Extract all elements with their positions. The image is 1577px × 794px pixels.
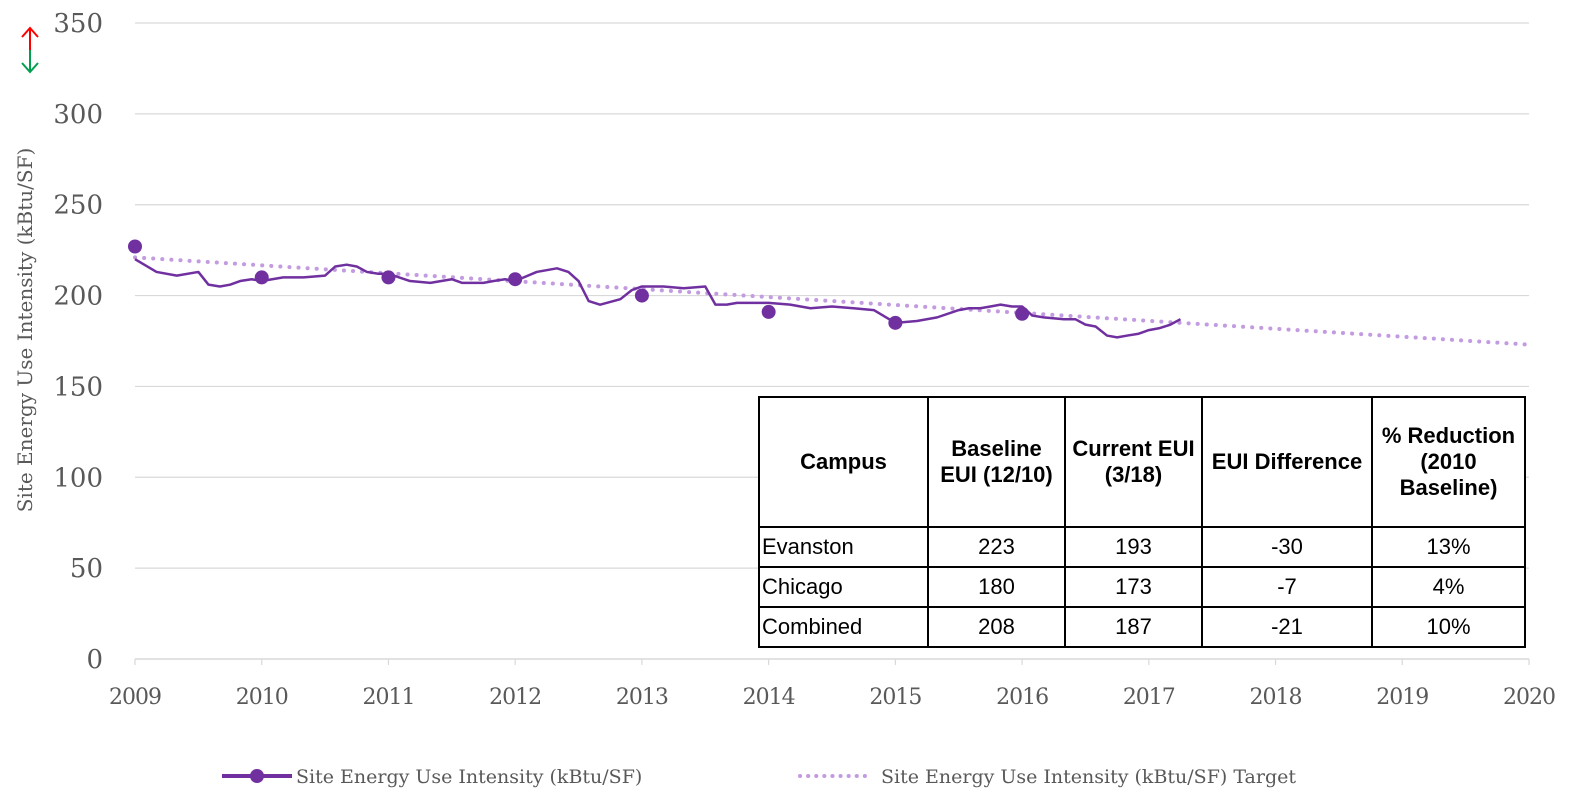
table-cell: Combined xyxy=(758,606,929,648)
gridlines xyxy=(135,22,1529,569)
x-tick-label: 2014 xyxy=(743,685,795,710)
table-cell: 4% xyxy=(1371,566,1526,608)
table-cell: Evanston xyxy=(758,526,929,568)
header-current-eui: Current EUI (3/18) xyxy=(1064,396,1203,528)
actual-line xyxy=(134,258,1182,339)
annual-marker xyxy=(634,288,649,303)
actual-series xyxy=(134,258,1182,339)
legend-item-target: Site Energy Use Intensity (kBtu/SF) Targ… xyxy=(798,766,1296,788)
table-cell: Chicago xyxy=(758,566,929,608)
up-down-arrow-icon xyxy=(21,26,39,74)
x-tick-label: 2013 xyxy=(616,685,668,710)
legend-label-actual: Site Energy Use Intensity (kBtu/SF) xyxy=(296,766,642,788)
annual-marker xyxy=(888,315,903,330)
table-row: Evanston 223 193 -30 13% xyxy=(758,526,1526,568)
table-cell: 10% xyxy=(1371,606,1526,648)
x-tick-label: 2010 xyxy=(236,685,288,710)
annual-marker xyxy=(1015,306,1030,321)
annual-marker xyxy=(128,239,142,254)
x-tick-label: 2015 xyxy=(869,685,921,710)
x-tick-label: 2009 xyxy=(109,685,161,710)
x-axis-ticks: 2009 2010 2011 2012 2013 2014 2015 2016 2017 2018… xyxy=(109,659,1556,710)
header-percent-reduction: % Reduction (2010 Baseline) xyxy=(1371,396,1526,528)
x-tick-label: 2012 xyxy=(489,685,541,710)
annual-marker xyxy=(381,270,396,285)
y-tick-label: 350 xyxy=(53,9,103,39)
x-tick-label: 2018 xyxy=(1250,685,1302,710)
table-cell: 223 xyxy=(927,526,1066,568)
y-tick-label: 0 xyxy=(86,645,103,675)
y-axis-title: Site Energy Use Intensity (kBtu/SF) xyxy=(13,148,37,513)
annual-marker xyxy=(254,270,269,285)
target-series xyxy=(133,255,1531,347)
legend-actual-marker-icon xyxy=(250,769,264,783)
table-cell: 187 xyxy=(1064,606,1203,648)
table-row: Chicago 180 173 -7 4% xyxy=(758,566,1526,608)
annual-marker xyxy=(508,272,523,287)
table-header-row: Campus Baseline EUI (12/10) Current EUI … xyxy=(758,396,1526,528)
x-tick-label: 2019 xyxy=(1376,685,1428,710)
y-tick-label: 150 xyxy=(53,372,103,402)
eui-summary-table: Campus Baseline EUI (12/10) Current EUI … xyxy=(758,396,1526,648)
annual-markers xyxy=(128,239,1030,330)
table-cell: 13% xyxy=(1371,526,1526,568)
table-row: Combined 208 187 -21 10% xyxy=(758,606,1526,648)
target-line xyxy=(133,255,1531,347)
header-baseline-eui: Baseline EUI (12/10) xyxy=(927,396,1066,528)
legend-item-actual: Site Energy Use Intensity (kBtu/SF) xyxy=(222,766,642,788)
table-cell: -30 xyxy=(1201,526,1373,568)
table-cell: 193 xyxy=(1064,526,1203,568)
y-tick-label: 200 xyxy=(53,282,103,312)
x-tick-label: 2011 xyxy=(362,685,414,710)
y-tick-label: 300 xyxy=(53,100,103,130)
annual-marker xyxy=(761,304,776,319)
y-axis-ticks: 0 50 100 150 200 250 300 350 xyxy=(53,9,103,675)
y-tick-label: 50 xyxy=(70,554,103,584)
table-cell: 173 xyxy=(1064,566,1203,608)
legend: Site Energy Use Intensity (kBtu/SF) Site… xyxy=(222,766,1296,788)
y-tick-label: 250 xyxy=(53,191,103,221)
x-tick-label: 2017 xyxy=(1123,685,1175,710)
table-cell: -7 xyxy=(1201,566,1373,608)
table-cell: 180 xyxy=(927,566,1066,608)
x-tick-label: 2020 xyxy=(1503,685,1555,710)
x-tick-label: 2016 xyxy=(996,685,1048,710)
header-campus: Campus xyxy=(758,396,929,528)
table-cell: -21 xyxy=(1201,606,1373,648)
table-cell: 208 xyxy=(927,606,1066,648)
y-tick-label: 100 xyxy=(53,463,103,493)
legend-label-target: Site Energy Use Intensity (kBtu/SF) Targ… xyxy=(881,766,1296,788)
header-eui-difference: EUI Difference xyxy=(1201,396,1373,528)
